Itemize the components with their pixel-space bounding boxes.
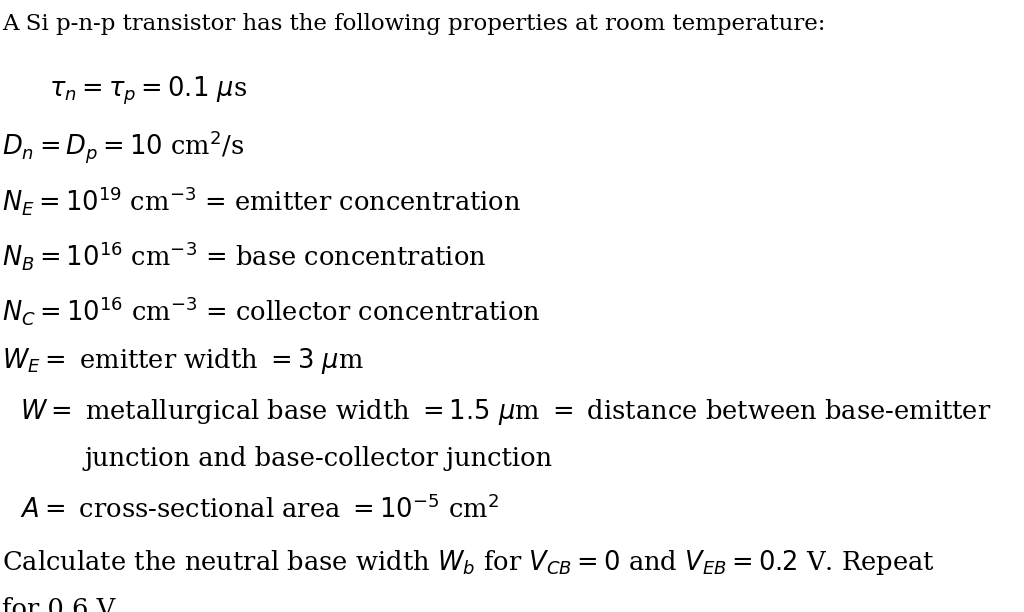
Text: $W =$ metallurgical base width $= 1.5\ \mu$m $=$ distance between base-emitter: $W =$ metallurgical base width $= 1.5\ \… (20, 397, 992, 427)
Text: Calculate the neutral base width $W_b$ for $V_{CB} = 0$ and $V_{EB} = 0.2$ V. Re: Calculate the neutral base width $W_b$ f… (2, 548, 935, 577)
Text: $N_B = 10^{16}$ cm$^{-3}$ = base concentration: $N_B = 10^{16}$ cm$^{-3}$ = base concent… (2, 239, 486, 272)
Text: $N_E = 10^{19}$ cm$^{-3}$ = emitter concentration: $N_E = 10^{19}$ cm$^{-3}$ = emitter conc… (2, 184, 521, 217)
Text: junction and base-collector junction: junction and base-collector junction (84, 446, 552, 471)
Text: for 0.6 V.: for 0.6 V. (2, 597, 119, 612)
Text: $A =$ cross-sectional area $= 10^{-5}$ cm$^2$: $A =$ cross-sectional area $= 10^{-5}$ c… (20, 494, 500, 523)
Text: A Si p-n-p transistor has the following properties at room temperature:: A Si p-n-p transistor has the following … (2, 13, 825, 35)
Text: $W_E =$ emitter width $= 3\ \mu$m: $W_E =$ emitter width $= 3\ \mu$m (2, 346, 364, 376)
Text: $D_n = D_p = 10$ cm$^2$/s: $D_n = D_p = 10$ cm$^2$/s (2, 129, 245, 165)
Text: $\tau_n = \tau_p = 0.1\ \mu$s: $\tau_n = \tau_p = 0.1\ \mu$s (49, 75, 248, 107)
Text: $N_C = 10^{16}$ cm$^{-3}$ = collector concentration: $N_C = 10^{16}$ cm$^{-3}$ = collector co… (2, 294, 541, 327)
